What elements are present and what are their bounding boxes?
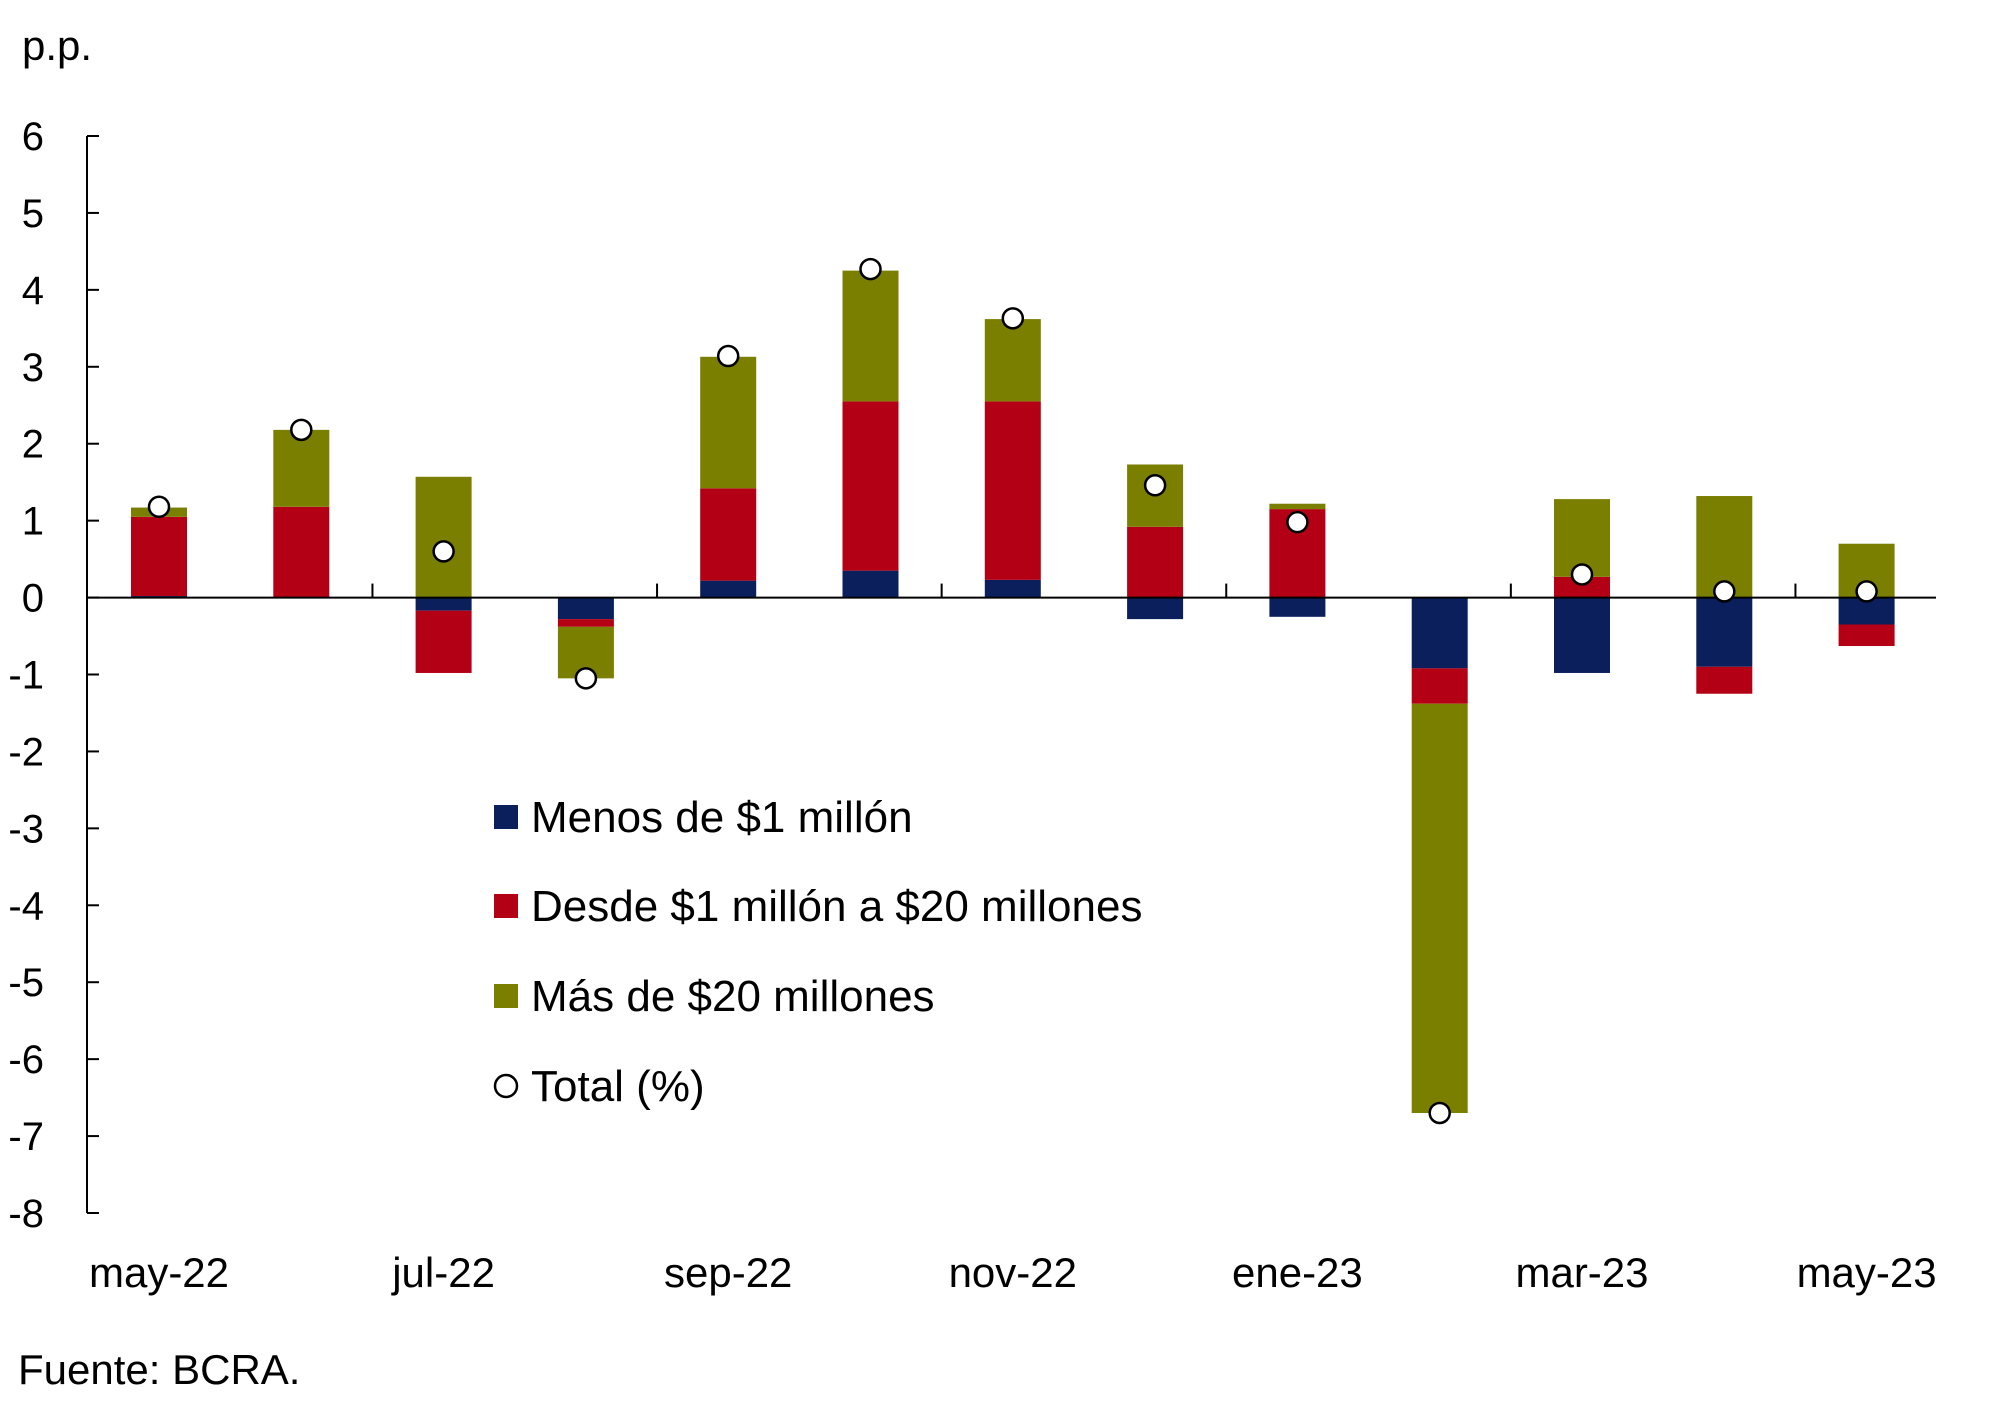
total-marker-jul-22 <box>432 540 455 563</box>
bar-segment-ene-23-s2 <box>1269 503 1326 510</box>
y-tick-label: -7 <box>8 1115 44 1159</box>
bar-segment-nov-22-s0 <box>984 579 1041 598</box>
x-tick-label: nov-22 <box>949 1249 1077 1296</box>
bar-segment-dic-22-s0 <box>1127 597 1184 620</box>
legend-total-marker <box>493 1073 519 1099</box>
x-tick-label: sep-22 <box>664 1249 792 1296</box>
y-tick-label: -4 <box>8 884 44 928</box>
bar-segment-mar-23-s1 <box>1554 576 1610 598</box>
total-marker-jun-22 <box>290 418 313 442</box>
bar-segment-feb-23-s0 <box>1411 597 1468 669</box>
legend: Menos de $1 millón Desde $1 millón a $20 … <box>493 793 1142 1111</box>
total-marker-may-22 <box>147 495 171 519</box>
bar-segment-may-22-s1 <box>131 516 187 597</box>
total-marker-abr-23 <box>1713 580 1736 603</box>
bar-segment-jun-22-s2 <box>273 429 330 507</box>
y-tick-label: 6 <box>22 115 44 159</box>
x-tick-label: ene-23 <box>1232 1249 1363 1296</box>
legend-swatch <box>494 984 518 1008</box>
x-tick-label: jul-22 <box>390 1249 495 1296</box>
y-tick-label: 0 <box>22 577 44 621</box>
source-note: Fuente: BCRA. <box>18 1346 300 1393</box>
bar-segment-sep-22-s2 <box>700 356 757 489</box>
y-tick-label: 1 <box>22 500 44 544</box>
bar-segment-may-23-s1 <box>1838 624 1895 647</box>
total-marker-feb-23 <box>1428 1101 1451 1125</box>
total-marker-nov-22 <box>1001 307 1025 330</box>
x-tick-label: may-23 <box>1797 1249 1937 1296</box>
legend-swatch <box>494 894 518 918</box>
total-marker-oct-22 <box>859 257 882 281</box>
total-marker-ene-23 <box>1286 510 1309 534</box>
y-tick-label: -2 <box>8 730 44 774</box>
bar-segment-oct-22-s2 <box>842 270 899 402</box>
bar-segment-abr-23-s0 <box>1696 597 1753 667</box>
total-marker-sep-22 <box>716 344 740 368</box>
legend-label: Menos de $1 millón <box>531 793 913 842</box>
legend-swatch <box>494 805 518 829</box>
bar-segment-jun-22-s1 <box>273 506 330 598</box>
bar-segment-dic-22-s1 <box>1127 526 1184 598</box>
bar-segment-ene-23-s0 <box>1269 597 1326 617</box>
total-marker-ago-22 <box>574 667 598 690</box>
y-tick-label: -3 <box>8 807 44 851</box>
bar-segment-ago-22-s1 <box>557 619 614 627</box>
y-tick-label: -1 <box>8 654 44 698</box>
x-tick-label: mar-23 <box>1515 1249 1648 1296</box>
bar-segment-sep-22-s1 <box>700 488 757 581</box>
legend-label: Desde $1 millón a $20 millones <box>531 882 1142 931</box>
bar-segment-feb-23-s2 <box>1411 703 1468 1113</box>
total-marker-may-23 <box>1855 580 1878 603</box>
y-tick-label: 4 <box>22 269 44 313</box>
bar-segment-oct-22-s1 <box>842 401 899 571</box>
y-tick-label: -6 <box>8 1038 44 1082</box>
y-tick-label: -8 <box>8 1192 44 1236</box>
total-marker-mar-23 <box>1570 563 1594 586</box>
bar-segment-sep-22-s0 <box>700 580 757 598</box>
total-marker-dic-22 <box>1143 474 1167 497</box>
y-tick-label: 2 <box>22 423 44 467</box>
bar-segment-nov-22-s1 <box>984 401 1041 580</box>
bar-segment-abr-23-s1 <box>1696 666 1753 694</box>
bar-segment-feb-23-s1 <box>1411 668 1468 704</box>
bar-segment-jul-22-s2 <box>415 476 472 598</box>
x-tick-label: may-22 <box>89 1249 229 1296</box>
bar-segment-nov-22-s2 <box>984 319 1041 402</box>
y-axis-unit-label: p.p. <box>22 22 92 69</box>
y-tick-label: 5 <box>22 192 44 236</box>
bar-segment-mar-23-s0 <box>1554 597 1610 673</box>
bar-segment-ago-22-s0 <box>557 597 614 620</box>
y-tick-label: 3 <box>22 346 44 390</box>
bar-segment-jul-22-s1 <box>415 610 472 673</box>
y-tick-label: -5 <box>8 961 44 1005</box>
bar-segment-oct-22-s0 <box>842 570 899 598</box>
legend-label: Total (%) <box>531 1062 705 1111</box>
bar-segment-jul-22-s0 <box>415 597 472 611</box>
legend-label: Más de $20 millones <box>531 972 935 1021</box>
